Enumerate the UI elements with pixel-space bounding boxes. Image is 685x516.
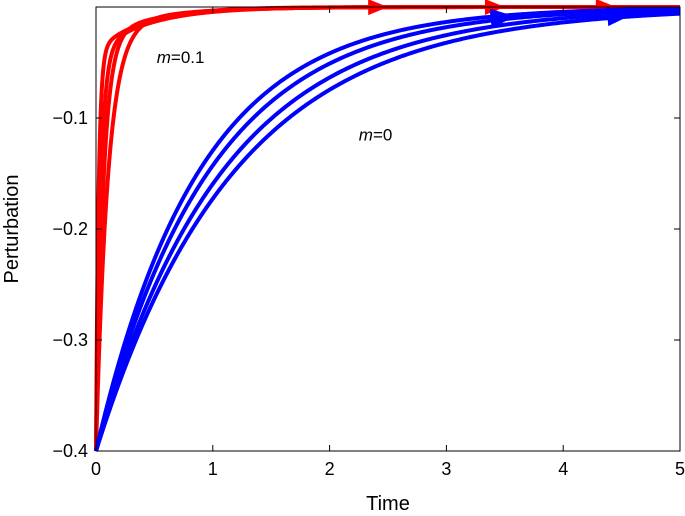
y-tick-label: −0.4	[52, 441, 88, 461]
x-tick-label: 0	[91, 459, 101, 479]
annotation-m-0-1: m=0.1	[157, 48, 205, 67]
x-tick-label: 5	[675, 459, 685, 479]
series-line-m0-4	[94, 6, 681, 453]
series-line-m0-6	[94, 9, 681, 453]
x-tick-label: 4	[558, 459, 568, 479]
annotation-m-0-1-value: =0.1	[171, 48, 205, 67]
y-axis-title: Perturbation	[1, 175, 23, 284]
ticks-layer	[95, 7, 681, 452]
annotation-m-0-value: =0	[373, 126, 392, 145]
y-tick-label: −0.1	[52, 108, 88, 128]
series-line-m0-7	[94, 11, 681, 453]
curves-layer	[94, 0, 681, 453]
x-tick-label: 2	[325, 459, 335, 479]
series-arrow-m0-7	[607, 10, 628, 27]
y-tick-label: −0.3	[52, 330, 88, 350]
x-axis-title: Time	[366, 493, 410, 515]
x-tick-label: 3	[441, 459, 451, 479]
annotation-m-0-1-var: m	[157, 48, 171, 67]
x-tick-label: 1	[208, 459, 218, 479]
tick-labels-layer: 0 1 2 3 4 5 −0.4 −0.3 −0.2 −0.1	[52, 108, 685, 479]
y-tick-label: −0.2	[52, 219, 88, 239]
series-line-m0-5	[94, 7, 681, 453]
annotation-m-0-var: m	[359, 126, 373, 145]
annotation-m-0: m=0	[359, 126, 393, 145]
